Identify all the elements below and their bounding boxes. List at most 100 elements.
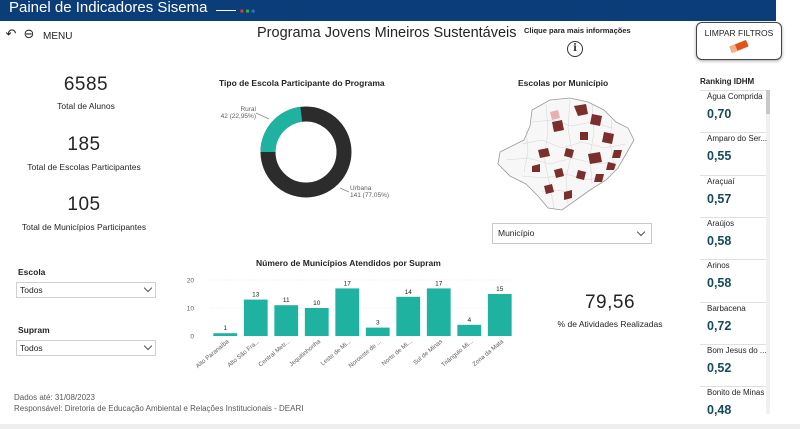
urbana-leader-line [339, 187, 350, 193]
x-tick-label: Jequitinhonha [288, 338, 322, 368]
ranking-scrollbar[interactable] [766, 90, 770, 414]
bar-grid: 0 10 20 [187, 278, 515, 341]
ranking-item-name[interactable]: Amparo do Ser... [707, 134, 768, 144]
bar[interactable] [213, 333, 238, 336]
ranking-item-name[interactable]: Água Comprida [707, 92, 763, 101]
menu-button[interactable]: MENU [43, 31, 73, 42]
y-tick-label: 20 [187, 278, 195, 285]
kpi-total-escolas-value: 185 [67, 134, 101, 155]
ranking-item-name[interactable]: Araújos [707, 218, 735, 228]
supram-dropdown-value: Todos [20, 343, 43, 353]
minas-gerais-map[interactable] [492, 92, 642, 217]
x-tick-label: Zona da Mata [471, 338, 505, 368]
kpi-total-municipios-label: Total de Municípios Participantes [21, 222, 147, 232]
bottom-edge [0, 424, 800, 429]
ranking-separator [700, 132, 766, 134]
footer-responsible: Responsável: Diretoria de Educação Ambie… [14, 404, 304, 413]
bar[interactable] [335, 288, 360, 336]
bar-data-label: 4 [467, 317, 471, 324]
ranking-item-name[interactable]: Bonito de Minas [707, 388, 765, 398]
x-tick-label: Alto São Fra... [226, 338, 261, 369]
escola-dropdown-value: Todos [20, 285, 43, 295]
chevron-down-icon [143, 341, 153, 351]
bar-data-label: 15 [496, 286, 504, 293]
bar-data-label: 1 [223, 325, 227, 332]
ranking-item-value: 0,58 [707, 233, 732, 248]
municipio-dropdown[interactable]: Município [492, 223, 652, 244]
donut-title: Tipo de Escola Participante do Programa [219, 78, 385, 88]
ranking-scroll-thumb[interactable] [766, 90, 770, 114]
banner-color-dots: ■■■ [240, 9, 257, 15]
clear-filters-label: LIMPAR FILTROS [704, 28, 774, 38]
ranking-title: Ranking IDHM [700, 77, 755, 86]
rural-detail: 42 (22,95%) [221, 113, 256, 120]
supram-slicer-title: Supram [18, 325, 50, 335]
x-tick-label: Sul de Minas [412, 338, 444, 366]
bar-data-label: 10 [313, 300, 321, 307]
bar[interactable] [274, 305, 299, 336]
bar[interactable] [243, 299, 268, 336]
bar[interactable] [365, 327, 390, 336]
ranking-separator [700, 216, 766, 218]
x-tick-label: Triângulo Mi... [440, 338, 475, 369]
ranking-item-value: 0,58 [707, 276, 732, 291]
donut-slice-rural[interactable] [260, 106, 352, 198]
back-arrow-icon[interactable]: ↶ [5, 26, 17, 41]
ranking-item-name[interactable]: Barbacena [707, 303, 746, 313]
rural-leader-line [255, 112, 270, 120]
rural-label: Rural [240, 106, 256, 113]
supram-dropdown[interactable]: Todos [16, 340, 156, 356]
urbana-label: Urbana [350, 185, 372, 192]
map-light-municipality [550, 110, 560, 120]
ranking-item-value: 0,72 [707, 318, 732, 333]
reset-icon[interactable]: ⊖ [23, 26, 35, 41]
kpi-total-municipios-value: 105 [67, 194, 101, 215]
kpi-total-alunos-label: Total de Alunos [57, 101, 115, 111]
bar-data-label: 3 [376, 320, 380, 327]
chevron-down-icon [636, 227, 646, 237]
bar[interactable] [426, 288, 451, 336]
kpi-total-escolas-label: Total de Escolas Participantes [27, 162, 141, 172]
page-title: Programa Jovens Mineiros Sustentáveis [257, 25, 517, 41]
info-label: Clique para mais informações [524, 26, 631, 35]
ranking-item-name[interactable]: Bom Jesus do ... [707, 345, 767, 355]
ranking-idhm-panel: Ranking IDHM Água Comprida 0,70 Amparo do … [700, 74, 778, 417]
ranking-item-name[interactable]: Arinos [707, 261, 730, 271]
bar-data-label: 17 [344, 280, 352, 287]
ranking-item-value: 0,55 [707, 149, 732, 164]
bar-chart-title: Número de Municípios Atendidos por Supra… [256, 258, 441, 268]
map-title: Escolas por Município [518, 78, 609, 88]
ranking-separator [700, 90, 766, 91]
bar-data-label: 14 [405, 289, 413, 296]
x-tick-label: Central Metr... [257, 338, 291, 369]
municipio-dropdown-value: Município [498, 228, 535, 238]
x-tick-label: Noroeste de ... [347, 338, 383, 370]
bar-data-label: 13 [252, 292, 260, 299]
urbana-detail: 141 (77,05%) [350, 192, 389, 199]
ranking-item-value: 0,70 [707, 107, 732, 121]
bar[interactable] [396, 296, 421, 336]
activities-percent-label: % de Atividades Realizadas [557, 319, 663, 329]
kpi-total-alunos-value: 6585 [63, 74, 109, 95]
y-tick-label: 10 [187, 306, 195, 313]
ranking-separator [700, 386, 766, 388]
banner-underline [216, 10, 236, 11]
info-icon[interactable]: i [567, 41, 583, 57]
ranking-separator [700, 174, 766, 176]
footer-date: Dados até: 31/08/2023 [14, 393, 95, 402]
donut-chart: Rural 42 (22,95%) Urbana 141 (77,05%) [221, 106, 389, 199]
x-tick-label: Norte de Mi... [381, 338, 414, 367]
topbar-spacer [776, 0, 800, 21]
bar[interactable] [304, 308, 329, 336]
ranking-item-value: 0,52 [707, 360, 732, 375]
chevron-down-icon [143, 283, 153, 293]
eraser-icon [729, 39, 749, 54]
ranking-item-name[interactable]: Araçuaí [707, 176, 735, 186]
escola-dropdown[interactable]: Todos [16, 282, 156, 298]
bar[interactable] [487, 294, 512, 336]
escola-slicer-title: Escola [18, 267, 46, 277]
clear-filters-button[interactable]: LIMPAR FILTROS [696, 22, 782, 60]
ranking-separator [700, 301, 766, 303]
bar[interactable] [457, 324, 482, 336]
ranking-item-value: 0,57 [707, 191, 732, 206]
